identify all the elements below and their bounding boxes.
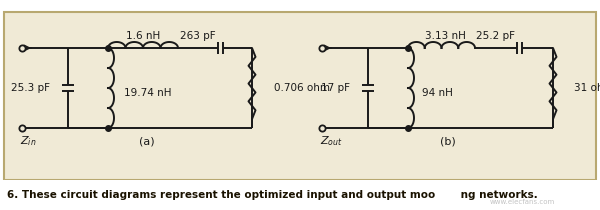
Text: 263 pF: 263 pF <box>180 31 216 41</box>
Text: 31 ohm: 31 ohm <box>574 83 600 93</box>
Text: 94 nH: 94 nH <box>422 88 453 98</box>
Text: 6. These circuit diagrams represent the optimized input and output moo       ng : 6. These circuit diagrams represent the … <box>7 190 538 200</box>
Text: (a): (a) <box>139 137 155 147</box>
Text: 25.2 pF: 25.2 pF <box>476 31 515 41</box>
Text: 3.13 nH: 3.13 nH <box>425 31 466 41</box>
FancyBboxPatch shape <box>0 180 600 210</box>
Text: $Z_{out}$: $Z_{out}$ <box>320 134 343 148</box>
Text: 19.74 nH: 19.74 nH <box>124 88 172 98</box>
FancyBboxPatch shape <box>4 12 596 180</box>
Text: 1.6 nH: 1.6 nH <box>126 31 160 41</box>
Text: 0.706 ohm: 0.706 ohm <box>274 83 330 93</box>
Text: www.elecfans.com: www.elecfans.com <box>490 199 555 205</box>
Text: $Z_{in}$: $Z_{in}$ <box>20 134 37 148</box>
Text: 25.3 pF: 25.3 pF <box>11 83 50 93</box>
Text: 17 pF: 17 pF <box>321 83 350 93</box>
Text: (b): (b) <box>440 137 455 147</box>
